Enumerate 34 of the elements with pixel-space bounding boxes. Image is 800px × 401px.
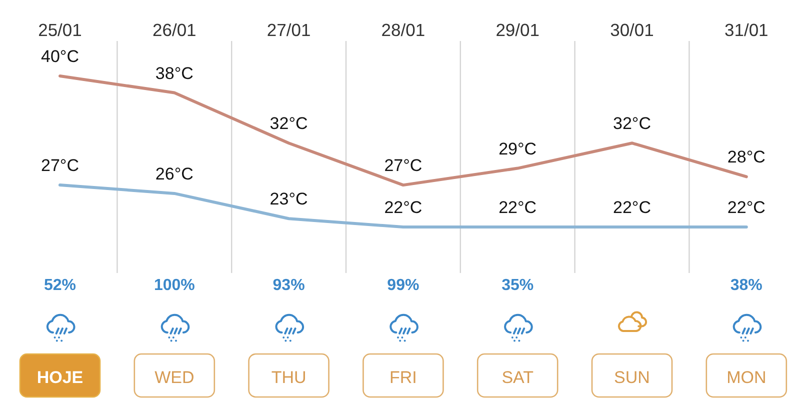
data-label: 23°C [270, 190, 308, 209]
data-label: 28°C [727, 148, 766, 167]
data-label: 27°C [41, 156, 79, 176]
text: 93% [272, 277, 305, 294]
data-label: 22°C [498, 198, 537, 217]
data-label: 22°C [727, 198, 766, 217]
x-tick-label: 27/01 [266, 20, 311, 40]
x-tick-label: 25/01 [38, 20, 82, 40]
category-label: SAT [502, 368, 534, 387]
x-tick-label: 30/01 [610, 20, 654, 40]
category-label: SUN [614, 368, 650, 387]
x-tick-label: 28/01 [381, 20, 426, 40]
data-label: 38°C [155, 64, 194, 83]
x-tick-label: 29/01 [496, 20, 540, 40]
data-label: 22°C [384, 198, 422, 217]
text: 52% [44, 277, 76, 294]
text: 35% [502, 277, 534, 294]
category-label: MON [726, 368, 766, 387]
category-label: FRI [390, 368, 417, 387]
category-label: THU [271, 368, 306, 387]
text: 38% [730, 277, 762, 294]
category-label: WED [154, 368, 194, 387]
text: 99% [387, 277, 420, 294]
x-tick-label: 31/01 [724, 20, 768, 40]
data-label: 32°C [613, 114, 651, 134]
data-label: 26°C [155, 164, 194, 184]
text: 100% [154, 277, 195, 294]
data-label: 32°C [270, 114, 308, 134]
data-label: 22°C [613, 198, 651, 217]
data-label: 29°C [498, 139, 537, 158]
x-tick-label: 26/01 [152, 20, 196, 40]
data-label: 27°C [384, 156, 422, 176]
category-label: HOJE [36, 368, 84, 387]
data-label: 40°C [41, 47, 79, 66]
